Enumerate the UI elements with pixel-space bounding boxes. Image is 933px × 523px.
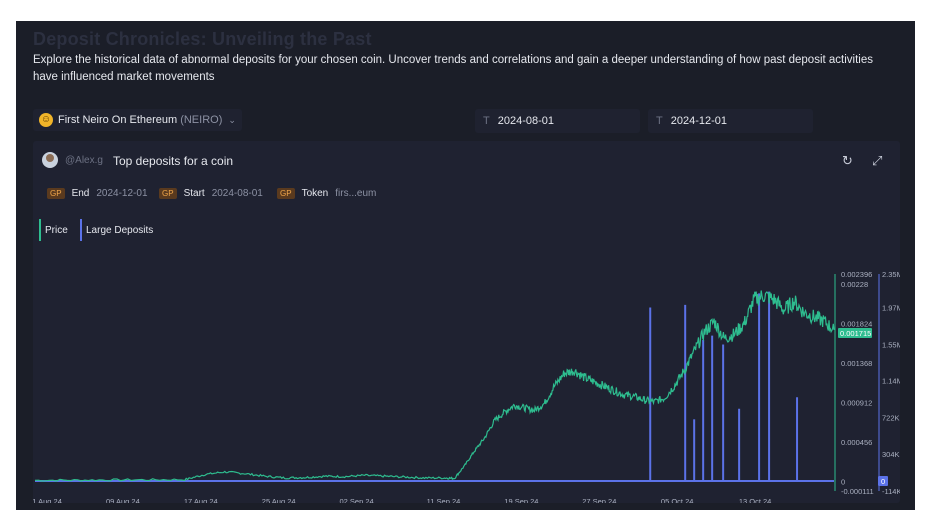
text-type-icon: T xyxy=(483,115,490,127)
x-tick-label: 13 Oct 24 xyxy=(739,497,772,503)
x-tick-label: 09 Aug 24 xyxy=(106,497,140,503)
param-value: 2024-12-01 xyxy=(96,187,148,199)
legend-swatch xyxy=(80,219,82,241)
deposit-tick-label: 1.55M xyxy=(882,340,900,349)
price-tick-label: 0 xyxy=(841,477,845,486)
price-tick-label: 0.001368 xyxy=(841,359,872,368)
page-title: Deposit Chronicles: Unveiling the Past xyxy=(33,29,372,49)
chart-panel: @Alex.g Top deposits for a coin ↻ ⤢ GP E… xyxy=(33,141,900,503)
current-price-badge xyxy=(838,327,872,338)
text-type-icon: T xyxy=(656,115,663,127)
price-tick-label: 0.00228 xyxy=(841,280,868,289)
end-date-value: 2024-12-01 xyxy=(670,115,728,127)
coin-symbol: (NEIRO) xyxy=(180,114,223,126)
legend-label: Large Deposits xyxy=(86,224,154,236)
param-end[interactable]: GP End 2024-12-01 xyxy=(47,186,148,200)
x-tick-label: 01 Aug 24 xyxy=(33,497,62,503)
coin-logo-icon: ☺ xyxy=(39,113,53,127)
fullscreen-icon[interactable]: ⤢ xyxy=(872,153,883,168)
x-tick-label: 25 Aug 24 xyxy=(262,497,296,503)
legend-price[interactable]: Price xyxy=(39,219,68,241)
price-tick-label: -0.000111 xyxy=(841,487,874,496)
username[interactable]: @Alex.g xyxy=(65,155,103,166)
x-tick-label: 19 Sep 24 xyxy=(504,497,538,503)
avatar[interactable] xyxy=(42,152,58,168)
x-tick-label: 02 Sep 24 xyxy=(339,497,373,503)
param-label: End xyxy=(71,187,90,199)
param-token[interactable]: GP Token firs...eum xyxy=(277,186,376,200)
chevron-down-icon: ⌄ xyxy=(228,114,236,125)
param-label: Start xyxy=(183,187,205,199)
refresh-icon[interactable]: ↻ xyxy=(842,153,853,168)
deposit-tick-label: 1.14M xyxy=(882,377,900,386)
x-tick-label: 17 Aug 24 xyxy=(184,497,218,503)
x-tick-label: 27 Sep 24 xyxy=(582,497,616,503)
end-date-field[interactable]: T 2024-12-01 xyxy=(648,109,813,133)
coin-selector[interactable]: ☺ First Neiro On Ethereum (NEIRO) ⌄ xyxy=(33,109,242,131)
param-value: firs...eum xyxy=(335,187,377,199)
param-label: Token xyxy=(301,187,329,199)
x-tick-label: 05 Oct 24 xyxy=(661,497,694,503)
page-description: Explore the historical data of abnormal … xyxy=(33,54,873,83)
coin-name: First Neiro On Ethereum xyxy=(58,114,178,126)
price-line xyxy=(34,290,835,482)
param-value: 2024-08-01 xyxy=(211,187,263,199)
param-start[interactable]: GP Start 2024-08-01 xyxy=(159,186,263,200)
x-tick-label: 11 Sep 24 xyxy=(427,497,461,503)
current-deposit-label: 0 xyxy=(881,477,885,486)
price-tick-label: 0.001824 xyxy=(841,320,872,329)
deposit-tick-label: -114K xyxy=(882,487,900,496)
param-tag: GP xyxy=(47,187,65,199)
legend-large-deposits[interactable]: Large Deposits xyxy=(80,219,153,241)
start-date-field[interactable]: T 2024-08-01 xyxy=(475,109,640,133)
deposit-tick-label: 2.35M xyxy=(882,270,900,279)
legend-swatch xyxy=(39,219,41,241)
app-window: Deposit Chronicles: Unveiling the Past E… xyxy=(16,21,915,510)
start-date-value: 2024-08-01 xyxy=(497,115,555,127)
deposit-tick-label: 1.97M xyxy=(882,303,900,312)
price-tick-label: 0.002396 xyxy=(841,270,872,279)
panel-title: Top deposits for a coin xyxy=(113,154,234,168)
legend-label: Price xyxy=(45,224,68,236)
price-tick-label: 0.000456 xyxy=(841,438,872,447)
deposit-tick-label: 304K xyxy=(882,450,900,459)
current-deposit-badge xyxy=(878,475,888,486)
param-tag: GP xyxy=(159,187,177,199)
param-tag: GP xyxy=(277,187,295,199)
current-price-label: 0.001715 xyxy=(840,329,871,338)
price-tick-label: 0.000912 xyxy=(841,398,872,407)
deposit-tick-label: 722K xyxy=(882,413,900,422)
